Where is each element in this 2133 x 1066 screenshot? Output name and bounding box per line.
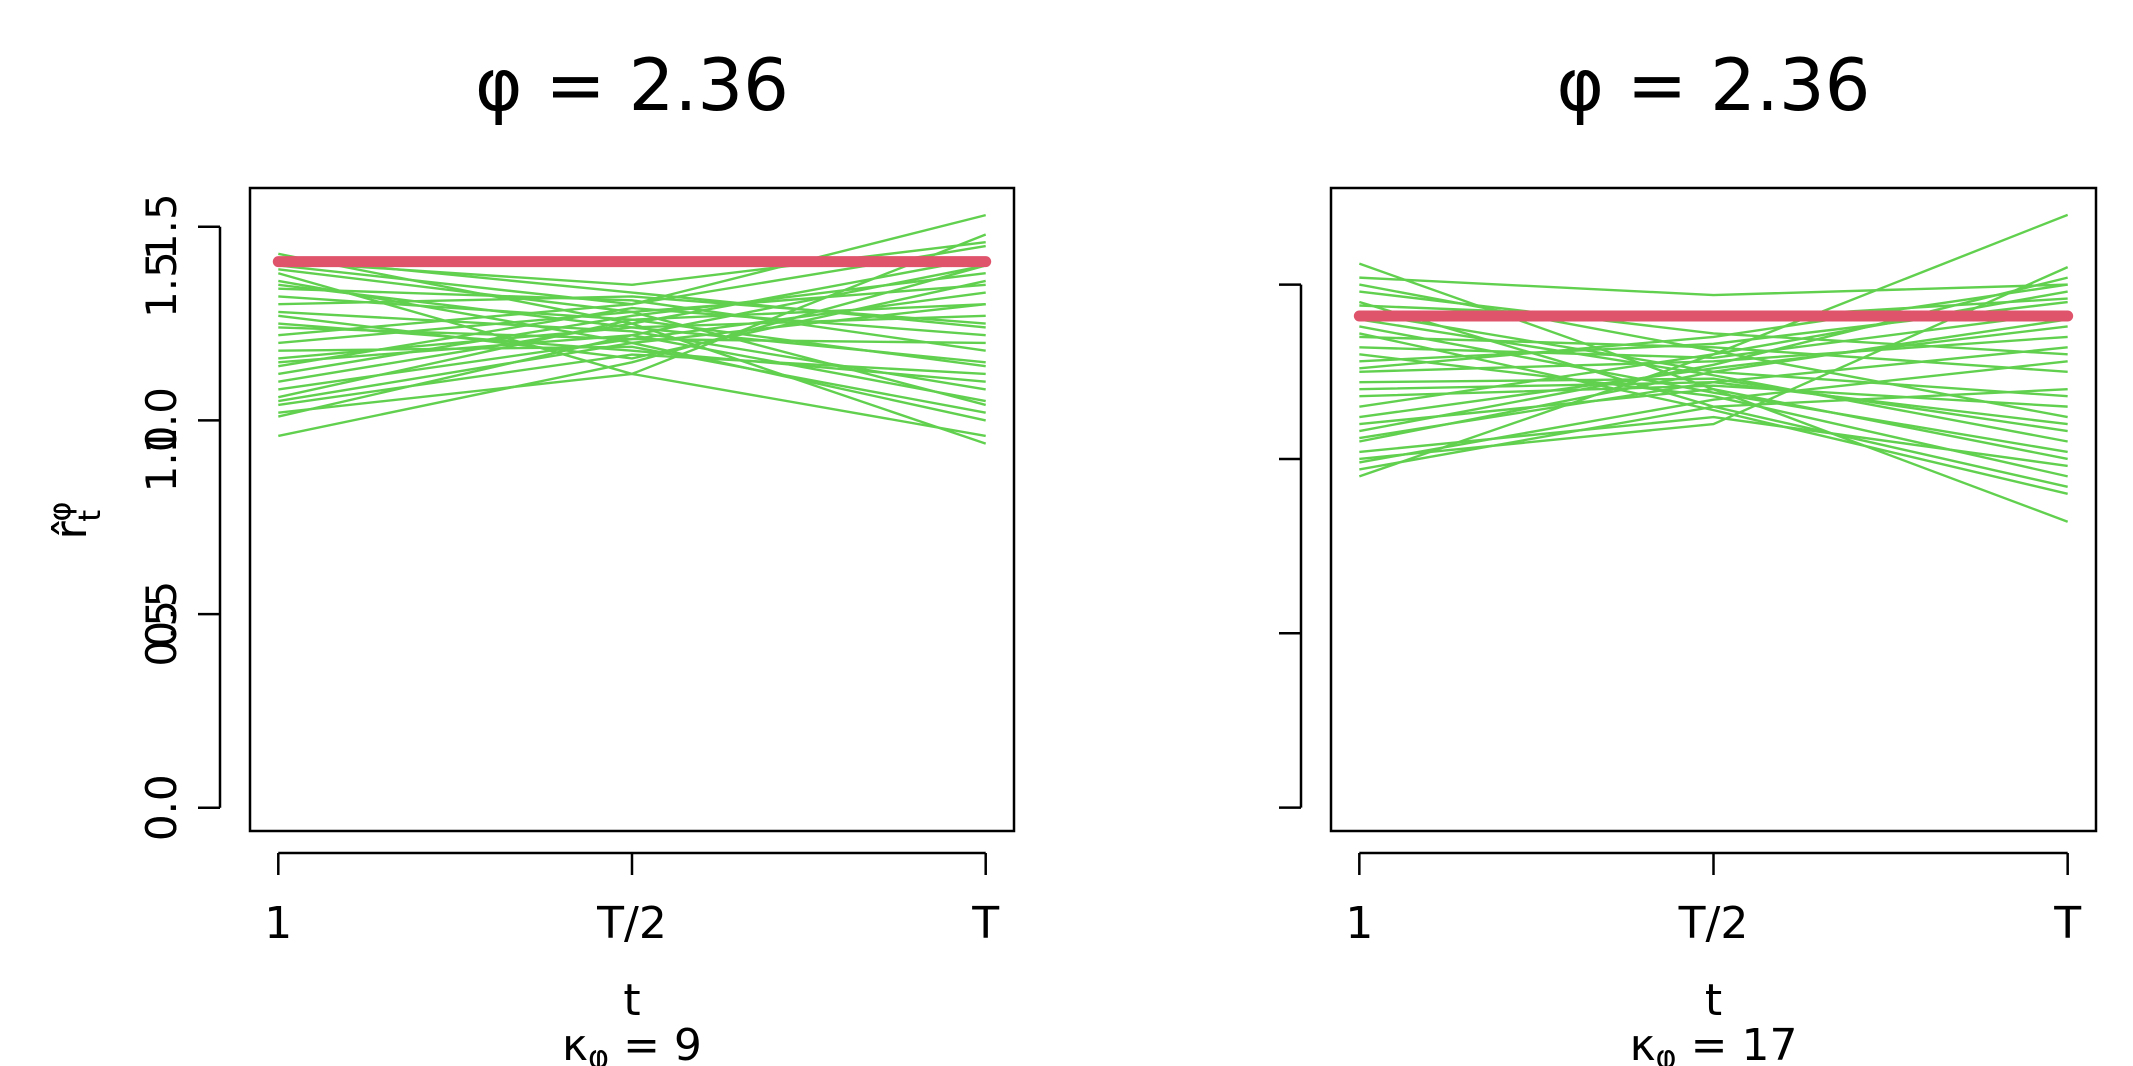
y-tick-label: 1.5 (137, 251, 186, 318)
x-tick-label: T (971, 898, 999, 949)
plot-box (248, 186, 1016, 833)
sim-line (278, 353, 986, 407)
x-tick-label: 1 (1345, 898, 1373, 949)
y-tick-label: 1.5 (137, 193, 186, 260)
x-tick-label: T (2053, 898, 2081, 949)
x-tick-label: 1 (264, 898, 292, 949)
sim-line (278, 279, 986, 360)
y-tick-label: 0.5 (137, 600, 186, 667)
plot-lines (1353, 213, 2074, 523)
y-tick-label: 1.0 (137, 387, 186, 454)
x-label: t (1705, 975, 1722, 1026)
plot-lines (272, 213, 992, 445)
subtitle-rest: = 17 (1677, 1020, 1798, 1066)
sim-line (1359, 332, 2068, 495)
sim-line (278, 279, 986, 422)
y-label: r̂φt (43, 502, 108, 540)
y-label-sub: t (73, 510, 108, 522)
sim-line (278, 322, 986, 383)
subtitle-sub: φ (588, 1038, 609, 1066)
sim-line (278, 264, 986, 418)
sim-line (278, 345, 986, 414)
sim-line (278, 314, 986, 360)
y-label-sub: t (73, 510, 108, 522)
x-label: t (623, 975, 640, 1026)
sim-line (1359, 311, 2068, 398)
sim-line (1359, 318, 2068, 443)
subtitle-sub: φ (1656, 1038, 1677, 1066)
sim-line (1359, 283, 2068, 419)
subtitle: κφ = 9 (562, 1020, 702, 1066)
sim-line (278, 256, 986, 329)
y-label-base: r̂ (46, 521, 97, 540)
y-tick-label: 1.0 (137, 426, 186, 493)
x-tick-label: T/2 (1678, 898, 1749, 949)
subtitle-base: κ (1630, 1020, 1656, 1066)
subtitle-base: κ (562, 1020, 588, 1066)
sim-line (278, 272, 986, 376)
sim-line (278, 291, 986, 341)
sim-line (1359, 377, 2068, 433)
sim-line (1359, 325, 2068, 454)
y-label-base: r̂ (46, 521, 97, 540)
plot-box (1329, 186, 2098, 833)
sim-line (278, 318, 986, 399)
x-tick-label: T/2 (596, 898, 667, 949)
sim-line (1359, 276, 2068, 297)
sim-line (278, 264, 987, 438)
subtitle-rest: = 9 (609, 1020, 702, 1066)
y-label-sup: φ (43, 502, 78, 522)
sim-line (277, 272, 986, 438)
sim-line (278, 287, 986, 352)
panel-title: φ = 2.36 (1557, 43, 1871, 127)
y-label: r̂φt (43, 502, 108, 540)
y-tick-label: 0.5 (137, 581, 186, 648)
sim-line (1359, 387, 2068, 461)
sim-line (1359, 335, 2068, 373)
panel-title: φ = 2.36 (475, 43, 789, 127)
sim-line (278, 256, 986, 383)
subtitle: κφ = 17 (1630, 1020, 1798, 1066)
sim-line (1359, 360, 2068, 464)
sim-line (278, 268, 987, 407)
y-tick-label: 0.0 (137, 774, 186, 841)
y-label-sup: φ (43, 502, 78, 522)
sim-line (278, 306, 986, 368)
sim-line (1359, 311, 2068, 360)
sim-line (1359, 384, 2068, 408)
y-tick-label: 0.0 (137, 774, 186, 841)
sim-line (1359, 325, 2068, 419)
sim-line (1359, 346, 2068, 440)
sim-line (278, 310, 986, 391)
